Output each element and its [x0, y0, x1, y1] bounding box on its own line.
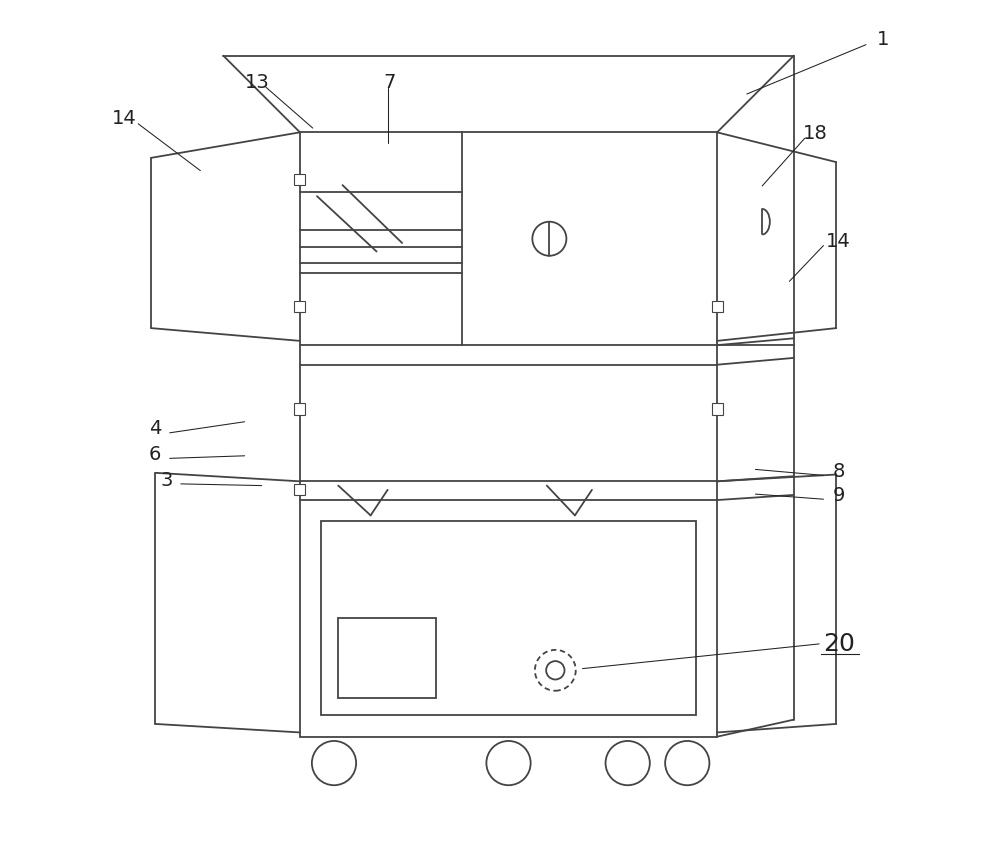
- Text: 9: 9: [833, 485, 845, 504]
- Text: 3: 3: [160, 471, 173, 490]
- Bar: [294, 485, 305, 496]
- Bar: [712, 404, 723, 415]
- Bar: [338, 618, 436, 699]
- Bar: [294, 302, 305, 313]
- Text: 8: 8: [833, 461, 845, 480]
- Text: 14: 14: [826, 232, 850, 251]
- Text: 1: 1: [877, 30, 889, 49]
- Text: 7: 7: [383, 73, 396, 91]
- Text: 6: 6: [149, 444, 161, 463]
- Text: 14: 14: [111, 109, 136, 128]
- Text: 20: 20: [823, 631, 855, 655]
- Bar: [294, 404, 305, 415]
- Text: 13: 13: [245, 73, 270, 91]
- Text: 4: 4: [149, 419, 161, 438]
- Bar: [712, 302, 723, 313]
- Bar: [300, 133, 717, 737]
- Bar: [294, 174, 305, 185]
- Text: 18: 18: [803, 124, 827, 142]
- Bar: [321, 522, 696, 716]
